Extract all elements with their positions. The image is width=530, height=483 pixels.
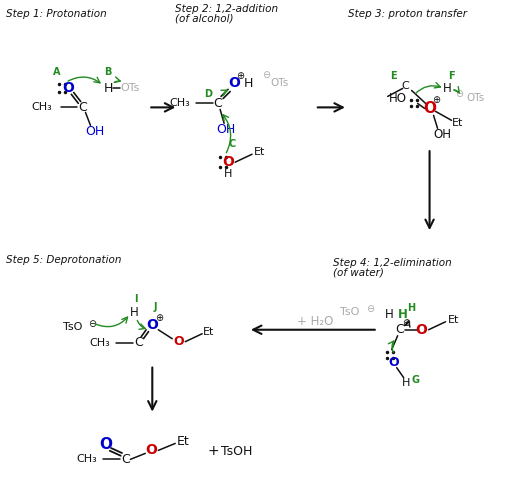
Text: Et: Et — [254, 147, 266, 157]
Text: OTs: OTs — [271, 78, 289, 88]
Text: Et: Et — [202, 327, 214, 337]
Text: OH: OH — [85, 125, 104, 138]
Text: OTs: OTs — [121, 84, 140, 93]
Text: +: + — [207, 444, 219, 458]
Text: O: O — [173, 335, 183, 348]
Text: Et: Et — [452, 118, 463, 128]
Text: C: C — [121, 453, 130, 466]
Text: O: O — [145, 443, 157, 457]
Text: ⊕: ⊕ — [403, 318, 411, 328]
Text: H: H — [385, 308, 394, 321]
Text: ⊖: ⊖ — [89, 319, 96, 329]
Text: HO: HO — [388, 92, 407, 105]
Text: D: D — [204, 89, 212, 99]
Text: H: H — [408, 303, 416, 313]
Text: Step 5: Deprotonation: Step 5: Deprotonation — [6, 255, 121, 265]
Text: C: C — [395, 323, 404, 336]
Text: A: A — [53, 68, 60, 77]
Text: G: G — [412, 375, 420, 384]
Text: (of water): (of water) — [333, 268, 384, 278]
Text: Step 2: 1,2-addition: Step 2: 1,2-addition — [175, 4, 278, 14]
Text: Et: Et — [177, 435, 190, 448]
Text: B: B — [104, 68, 111, 77]
Text: OH: OH — [434, 128, 452, 141]
Text: Step 3: proton transfer: Step 3: proton transfer — [348, 9, 467, 19]
Text: O: O — [222, 155, 234, 169]
Text: F: F — [448, 71, 455, 82]
Text: H: H — [130, 306, 139, 319]
Text: CH₃: CH₃ — [90, 338, 110, 348]
Text: OTs: OTs — [466, 93, 484, 103]
Text: ⊖: ⊖ — [262, 71, 270, 81]
Text: + H₂O: + H₂O — [297, 315, 333, 328]
Text: H: H — [104, 82, 113, 95]
Text: C: C — [228, 139, 236, 149]
Text: OH: OH — [216, 123, 236, 136]
Text: O: O — [423, 101, 436, 116]
Text: J: J — [154, 302, 157, 312]
Text: Et: Et — [448, 315, 459, 325]
Text: O: O — [99, 437, 112, 452]
Text: Step 4: 1,2-elimination: Step 4: 1,2-elimination — [333, 258, 452, 268]
Text: E: E — [391, 71, 397, 82]
Text: CH₃: CH₃ — [77, 455, 98, 464]
Text: ⊖: ⊖ — [366, 304, 374, 314]
Text: C: C — [134, 336, 143, 349]
Text: H: H — [398, 308, 408, 321]
Text: H: H — [224, 169, 232, 179]
Text: I: I — [135, 294, 138, 304]
Text: O: O — [416, 323, 428, 337]
Text: ⊕: ⊕ — [236, 71, 244, 82]
Text: TsOH: TsOH — [222, 445, 253, 458]
Text: (of alcohol): (of alcohol) — [175, 14, 234, 24]
Text: TsO: TsO — [340, 307, 359, 317]
Text: ⊕: ⊕ — [155, 313, 163, 323]
Text: O: O — [146, 318, 158, 332]
Text: O: O — [388, 356, 399, 369]
Text: CH₃: CH₃ — [170, 99, 190, 108]
Text: CH₃: CH₃ — [32, 102, 52, 113]
Text: Step 1: Protonation: Step 1: Protonation — [6, 9, 107, 19]
Text: C: C — [402, 82, 410, 91]
Text: H: H — [243, 77, 253, 90]
Text: TsO: TsO — [63, 322, 82, 332]
Text: O: O — [63, 82, 74, 96]
Text: ⊖: ⊖ — [455, 89, 464, 99]
Text: C: C — [78, 101, 87, 114]
Text: H: H — [443, 82, 452, 95]
Text: ⊕: ⊕ — [432, 96, 440, 105]
Text: H: H — [401, 378, 410, 387]
Text: O: O — [228, 76, 240, 90]
Text: C: C — [214, 97, 223, 110]
